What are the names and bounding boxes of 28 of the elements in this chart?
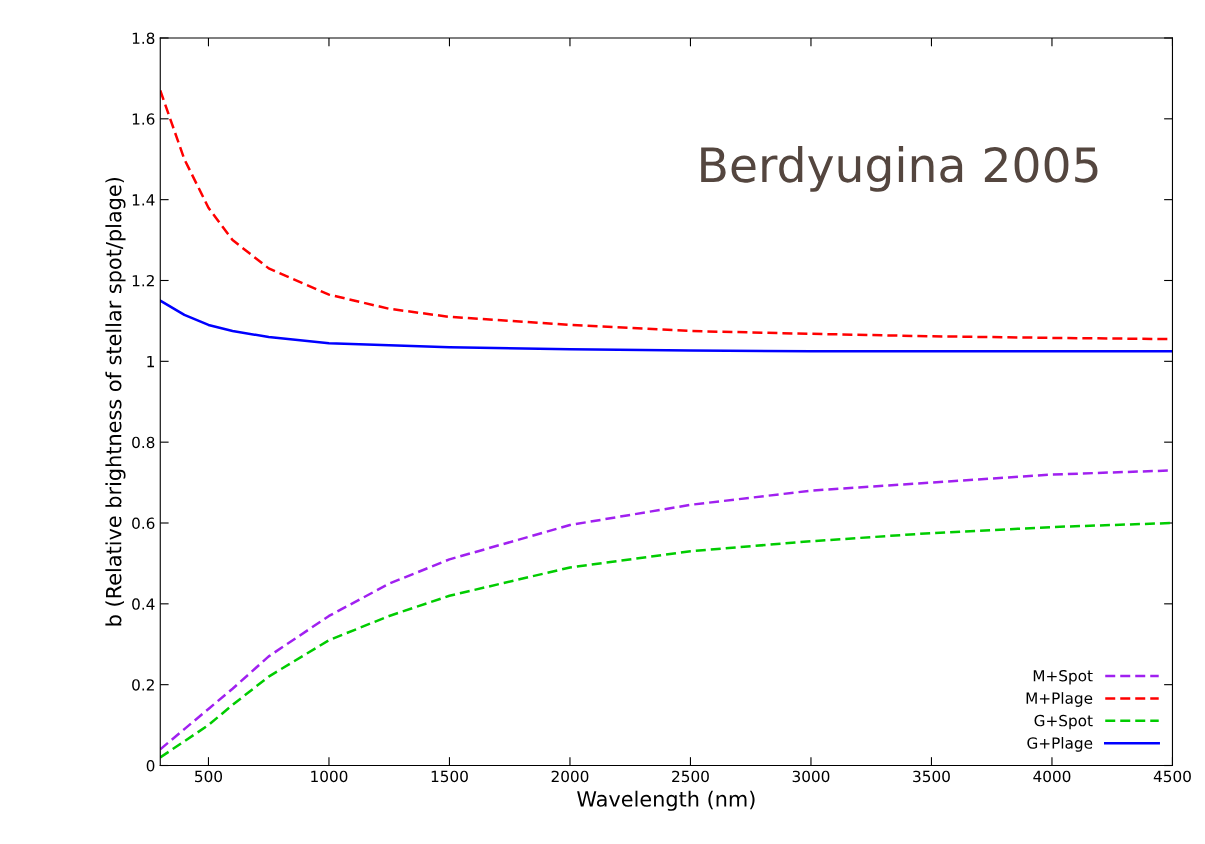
x-tick-label: 4500 <box>1153 770 1191 783</box>
x-tick-label: 2000 <box>551 770 589 783</box>
y-tick-label: 0.4 <box>132 598 155 610</box>
y-tick-label: 0.2 <box>132 679 154 691</box>
legend-label: M+Spot <box>1033 669 1093 685</box>
y-axis-title: b (Relative brightness of stellar spot/plage) <box>105 177 126 626</box>
y-tick-label: 0 <box>146 759 155 772</box>
line-series <box>160 299 1173 353</box>
legend-label: G+Spot <box>1034 714 1093 730</box>
y-tick-label: 1.8 <box>132 32 155 44</box>
x-axis-title: Wavelength (nm) <box>577 790 755 811</box>
y-tick-label: 1.2 <box>132 274 154 287</box>
line-series <box>160 521 1173 759</box>
x-tick-label: 4000 <box>1033 770 1071 783</box>
y-tick-label: 1.6 <box>132 113 155 125</box>
legend-label: G+Plage <box>1027 736 1093 752</box>
y-tick-label: 1.4 <box>132 194 155 206</box>
y-tick-label: 1 <box>147 355 154 368</box>
y-tick-label: 0.8 <box>132 436 155 449</box>
x-tick-label: 500 <box>195 770 223 783</box>
legend-label: M+Plage <box>1026 692 1093 707</box>
x-tick-label: 2500 <box>672 770 709 783</box>
x-tick-label: 3000 <box>792 770 830 783</box>
x-tick-label: 3500 <box>913 770 950 783</box>
y-tick-label: 0.6 <box>132 517 155 530</box>
annotation: Berdyugina 2005 <box>701 146 1098 192</box>
x-tick-label: 1000 <box>311 770 348 783</box>
x-tick-label: 1500 <box>431 770 468 783</box>
